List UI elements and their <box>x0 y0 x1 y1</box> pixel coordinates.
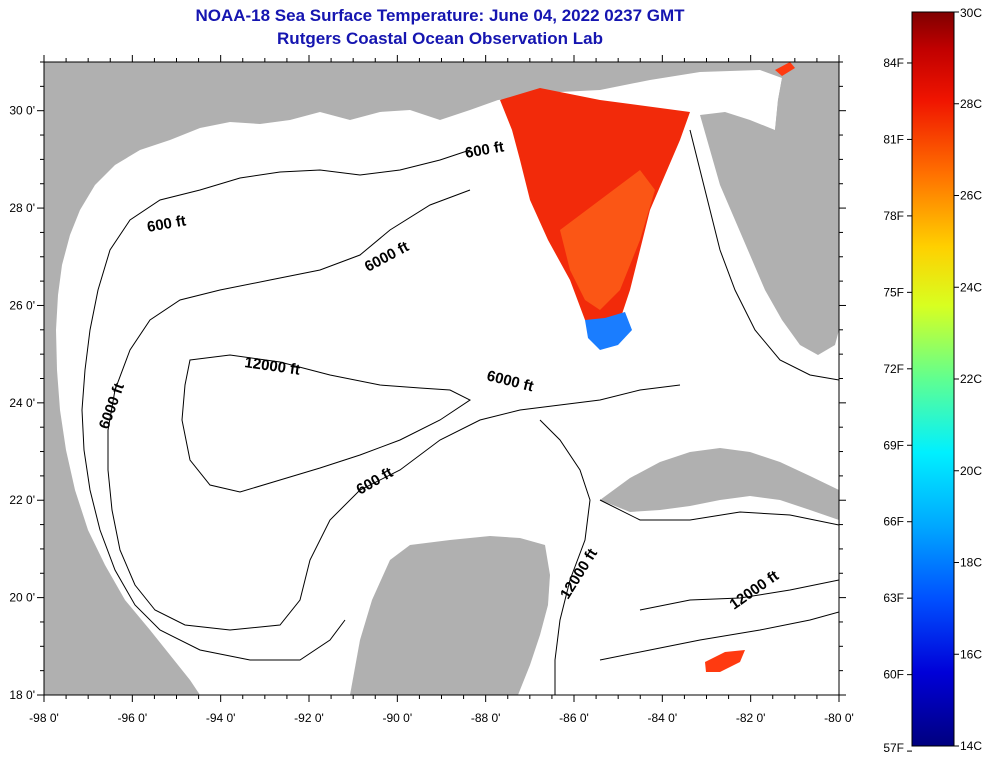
land-north-america <box>44 62 839 695</box>
colorbar-celsius-label: 22C <box>960 372 982 386</box>
colorbar-fahrenheit-label: 75F <box>883 285 904 299</box>
colorbar-celsius-label: 26C <box>960 189 982 203</box>
colorbar-fahrenheit-label: 84F <box>883 56 904 70</box>
x-tick-label: -90 0' <box>383 711 413 725</box>
colorbar-fahrenheit-label: 78F <box>883 209 904 223</box>
y-tick-label: 20 0' <box>9 591 35 605</box>
colorbar-celsius-label: 18C <box>960 556 982 570</box>
y-tick-label: 30 0' <box>9 104 35 118</box>
contour-6000ft <box>107 189 681 631</box>
colorbar-fahrenheit-label: 63F <box>883 591 904 605</box>
colorbar-celsius-label: 30C <box>960 6 982 20</box>
y-tick-label: 26 0' <box>9 298 35 312</box>
colorbar-fahrenheit-labels: 84F 81F 78F 75F 72F 69F 66F 63F 60F 57F <box>883 56 912 755</box>
colorbar-fahrenheit-label: 69F <box>883 438 904 452</box>
x-tick-label: -92 0' <box>294 711 324 725</box>
colorbar-celsius-label: 14C <box>960 739 982 753</box>
land-central-america <box>44 600 90 695</box>
x-tick-label: -94 0' <box>206 711 236 725</box>
x-tick-label: -96 0' <box>118 711 148 725</box>
x-tick-label: -88 0' <box>471 711 501 725</box>
colorbar-fahrenheit-label: 60F <box>883 668 904 682</box>
x-tick-label: -84 0' <box>648 711 678 725</box>
y-tick-label: 28 0' <box>9 201 35 215</box>
colorbar-fahrenheit-label: 66F <box>883 515 904 529</box>
contour-6000ft-east <box>539 419 591 695</box>
colorbar-fahrenheit-label: 81F <box>883 132 904 146</box>
contour-600ft-florida <box>689 129 839 381</box>
y-tick-label: 22 0' <box>9 493 35 507</box>
contour-600ft <box>81 149 471 661</box>
map-subtitle: Rutgers Coastal Ocean Observation Lab <box>277 29 603 48</box>
x-tick-label: -80 0' <box>824 711 854 725</box>
contour-label: 600 ft <box>464 138 506 162</box>
colorbar-celsius-label: 28C <box>960 97 982 111</box>
colorbar-celsius-label: 16C <box>960 647 982 661</box>
sst-patch-florida <box>775 62 795 76</box>
colorbar-celsius-label: 24C <box>960 280 982 294</box>
contour-caribbean-2 <box>599 611 839 661</box>
y-axis: 18 0' 20 0' 22 0' 24 0' 26 0' 28 0' 30 0' <box>9 61 846 702</box>
colorbar-celsius-labels: 30C 28C 26C 24C 22C 20C 18C 16C 14C <box>954 6 982 753</box>
map-title: NOAA-18 Sea Surface Temperature: June 04… <box>195 6 685 25</box>
bathymetry-contours <box>81 129 839 695</box>
y-tick-label: 18 0' <box>9 688 35 702</box>
colorbar <box>911 11 955 747</box>
sst-swath-cool <box>585 312 632 350</box>
x-tick-label: -82 0' <box>736 711 766 725</box>
colorbar-celsius-label: 20C <box>960 464 982 478</box>
land-florida <box>700 62 839 355</box>
map-area: 600 ft 600 ft 6000 ft 12000 ft 6000 ft 6… <box>44 62 839 695</box>
contour-12000ft-east <box>599 499 839 526</box>
contour-label: 600 ft <box>146 212 188 236</box>
x-axis: -98 0' -96 0' -94 0' -92 0' -90 0' -88 0' -86 … <box>29 55 854 725</box>
land-cuba <box>600 448 839 520</box>
land-yucatan <box>350 536 550 695</box>
contour-caribbean <box>639 579 839 611</box>
contour-12000ft <box>181 354 471 493</box>
sst-patch-caribbean <box>705 650 745 672</box>
colorbar-fahrenheit-label: 57F <box>883 741 904 755</box>
colorbar-fahrenheit-label: 72F <box>883 362 904 376</box>
sst-swath-warm <box>560 170 655 310</box>
x-tick-label: -98 0' <box>29 711 59 725</box>
x-tick-label: -86 0' <box>559 711 589 725</box>
y-tick-label: 24 0' <box>9 396 35 410</box>
